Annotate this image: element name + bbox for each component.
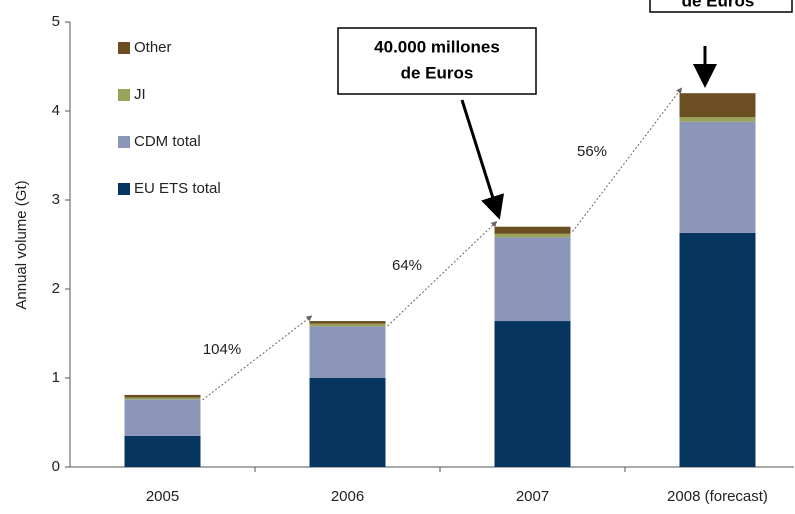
- bar-segment: [679, 121, 756, 233]
- callout-arrow: [460, 99, 505, 220]
- bar-segment: [679, 232, 756, 467]
- bar-segment: [124, 394, 201, 398]
- bar-segment: [494, 233, 571, 238]
- bar-segment: [309, 326, 386, 378]
- y-tick-label: 3: [52, 191, 60, 208]
- bar-segment: [679, 93, 756, 118]
- growth-arrow: [572, 87, 683, 233]
- y-tick-label: 4: [52, 102, 60, 119]
- bar-segment: [124, 397, 201, 400]
- legend-label: CDM total: [134, 133, 201, 150]
- bar-segment: [124, 399, 201, 436]
- callout-text: de Euros: [401, 63, 474, 82]
- callout-box: [649, 0, 793, 13]
- y-tick-label: 1: [52, 369, 60, 386]
- legend-swatch: [118, 42, 130, 54]
- legend-label: Other: [134, 39, 172, 56]
- bar-segment: [309, 321, 386, 324]
- bar-segment: [309, 323, 386, 327]
- x-tick-label: 2006: [331, 488, 364, 505]
- bar-segment: [309, 378, 386, 467]
- growth-label: 64%: [392, 257, 422, 274]
- y-axis-label: Annual volume (Gt): [13, 180, 30, 309]
- bar-segment: [494, 321, 571, 467]
- legend-label: EU ETS total: [134, 180, 221, 197]
- callout-text: 40.000 millones: [374, 37, 500, 56]
- x-tick-label: 2005: [146, 488, 179, 505]
- growth-arrow: [202, 315, 313, 401]
- bar-segment: [679, 117, 756, 122]
- legend-swatch: [118, 183, 130, 195]
- bar-segment: [494, 237, 571, 322]
- callout-text: de Euros: [682, 0, 755, 10]
- y-tick-label: 5: [52, 13, 60, 30]
- growth-label: 56%: [577, 143, 607, 160]
- bar-segment: [124, 435, 201, 467]
- y-tick-label: 2: [52, 280, 60, 297]
- x-tick-label: 2008 (forecast): [667, 488, 768, 505]
- legend-swatch: [118, 136, 130, 148]
- y-tick-label: 0: [52, 458, 60, 475]
- bar-segment: [494, 226, 571, 234]
- callout-box: [337, 27, 537, 95]
- growth-label: 104%: [203, 341, 241, 358]
- growth-arrow: [387, 221, 498, 327]
- x-tick-label: 2007: [516, 488, 549, 505]
- legend-swatch: [118, 89, 130, 101]
- legend-label: JI: [134, 86, 146, 103]
